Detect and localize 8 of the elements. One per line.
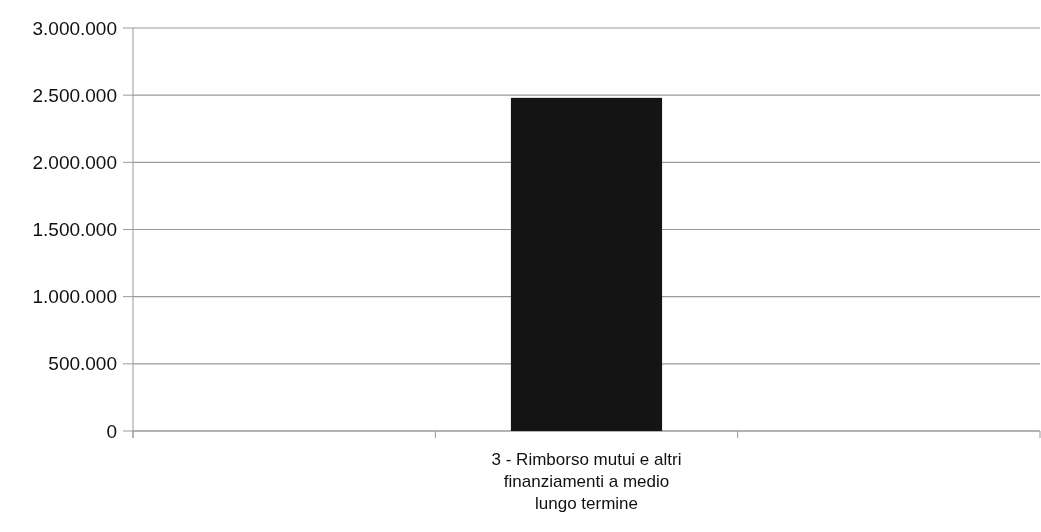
y-tick-label: 2.000.000 — [32, 151, 117, 173]
y-tick-label: 1.000.000 — [32, 286, 117, 308]
y-tick-label: 2.500.000 — [32, 84, 117, 106]
y-tick-label: 0 — [106, 420, 117, 442]
y-tick-label: 500.000 — [48, 353, 117, 375]
y-tick-label: 1.500.000 — [32, 219, 117, 241]
y-tick-label: 3.000.000 — [32, 17, 117, 39]
x-tick-label: 3 - Rimborso mutui e altri finanziamenti a medio lungo termine — [491, 450, 682, 513]
